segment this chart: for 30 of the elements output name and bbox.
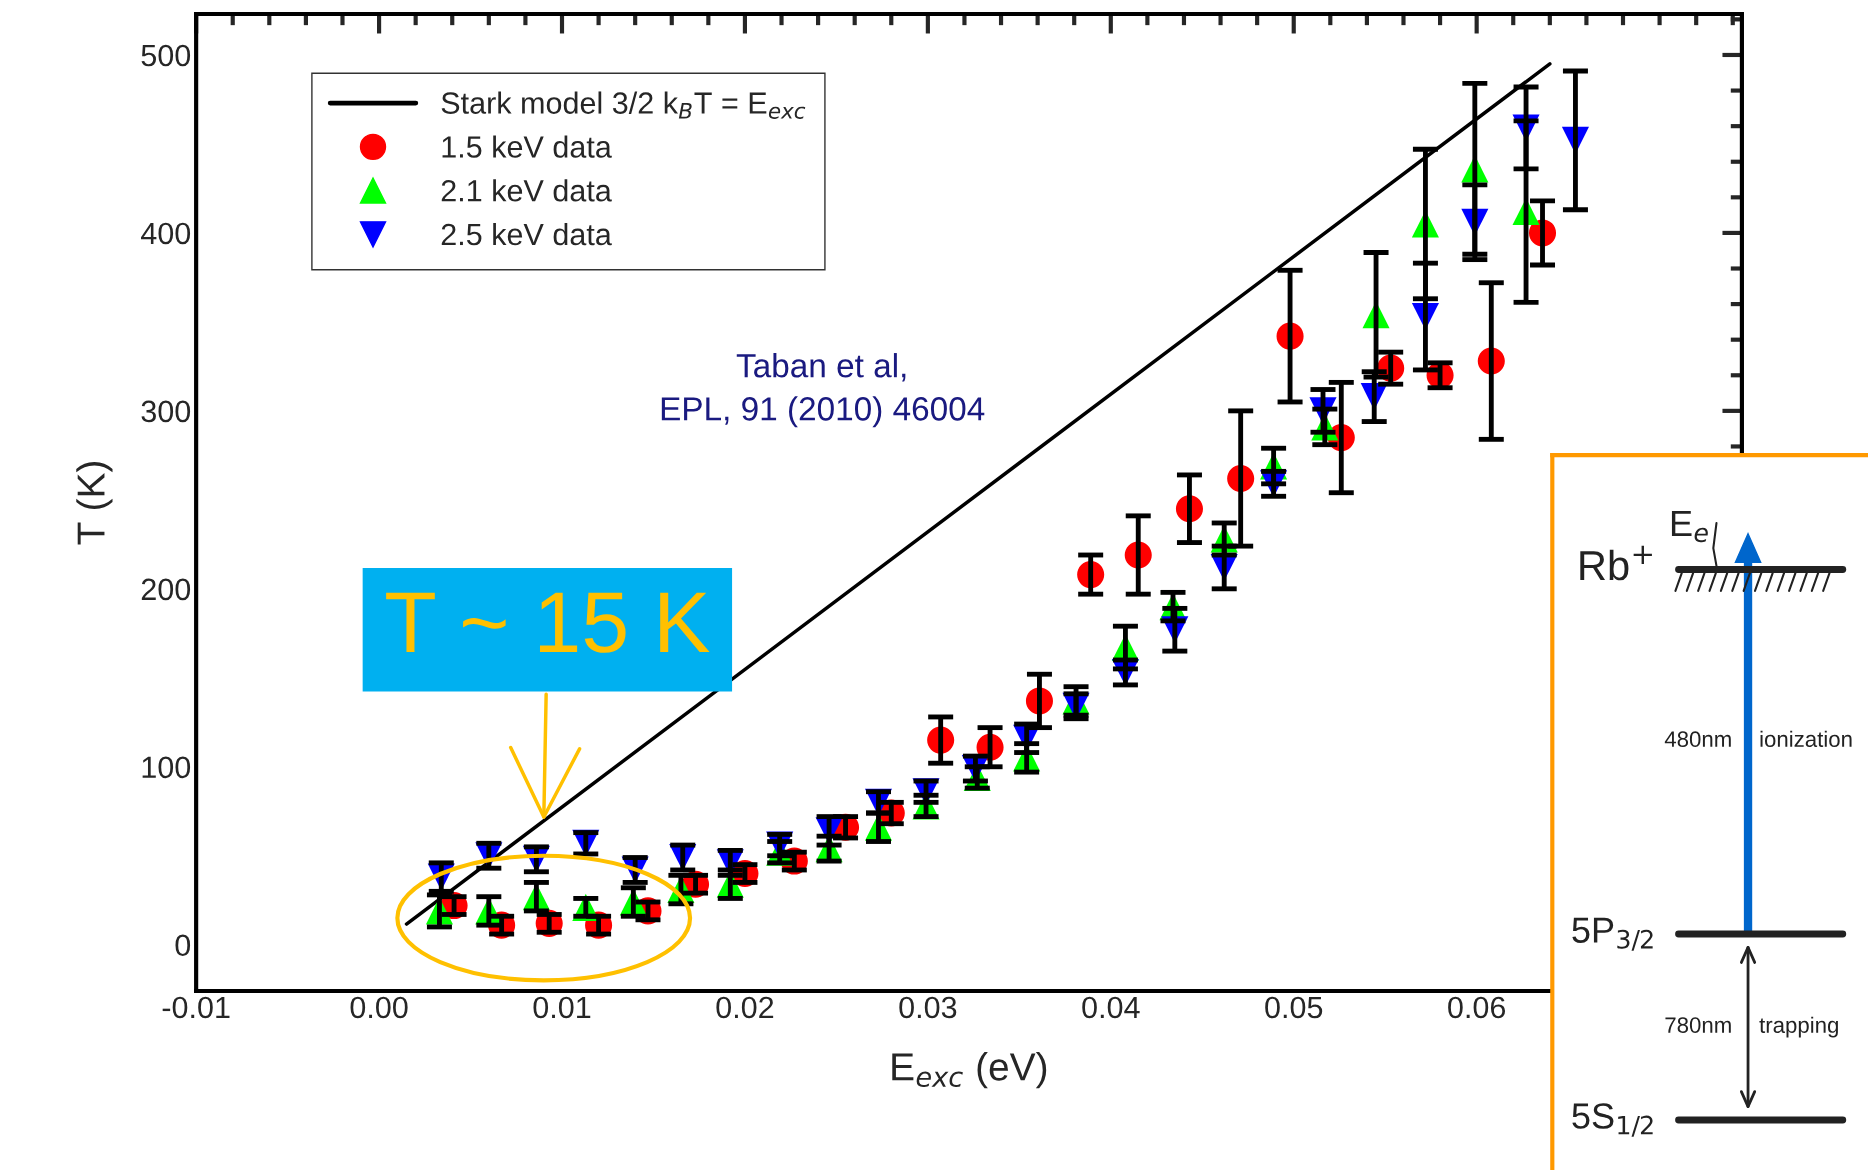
x-tick-label: 0.03: [899, 996, 957, 1019]
y-tick-label: 100: [142, 756, 191, 779]
x-tick-label: 0.02: [716, 996, 774, 1019]
text: trapping: [1759, 1016, 1838, 1038]
annotation: Rb$^{+}$: [1580, 545, 1652, 581]
y-tick-label: 200: [141, 578, 191, 601]
x-tick-label: 0.00: [350, 996, 408, 1019]
x-axis-title: E$_{exc}$ (eV): [892, 1052, 1047, 1089]
legend-label: 1.5 keV data: [442, 135, 612, 158]
annotation: 480nm: [1664, 731, 1731, 748]
x-tick-label: 0.06: [1448, 996, 1506, 1019]
legend-label: 2.5 keV data: [441, 222, 612, 246]
annotation: T ~ 15 K: [386, 592, 710, 653]
annotation: E$_{e}$: [1671, 511, 1708, 543]
y-tick-label: 300: [141, 400, 191, 423]
text: 5S$_{1/2}$: [1572, 1103, 1653, 1137]
legend-label: 2.1 keV data: [441, 179, 612, 202]
y-tick-label: 500: [141, 44, 191, 67]
y-tick-label: 400: [141, 222, 191, 245]
x-tick-label: 0.04: [1082, 996, 1140, 1019]
annotation: Taban et al, EPL, 91 (2010) 46004: [661, 353, 985, 428]
legend-label: Stark model 3/2 k$_{B}$T = E$_{exc}$: [441, 91, 806, 119]
y-axis-title: T (K): [76, 462, 113, 545]
x-tick-label: 0.01: [533, 996, 591, 1019]
text: ionization: [1760, 730, 1852, 748]
x-tick-label: -0.01: [162, 996, 230, 1019]
text: 780nm: [1665, 1017, 1731, 1033]
annotation: 5P$_{3/2}$: [1572, 917, 1653, 951]
x-tick-label: 0.05: [1265, 996, 1323, 1019]
y-tick-label: 0: [175, 934, 191, 957]
